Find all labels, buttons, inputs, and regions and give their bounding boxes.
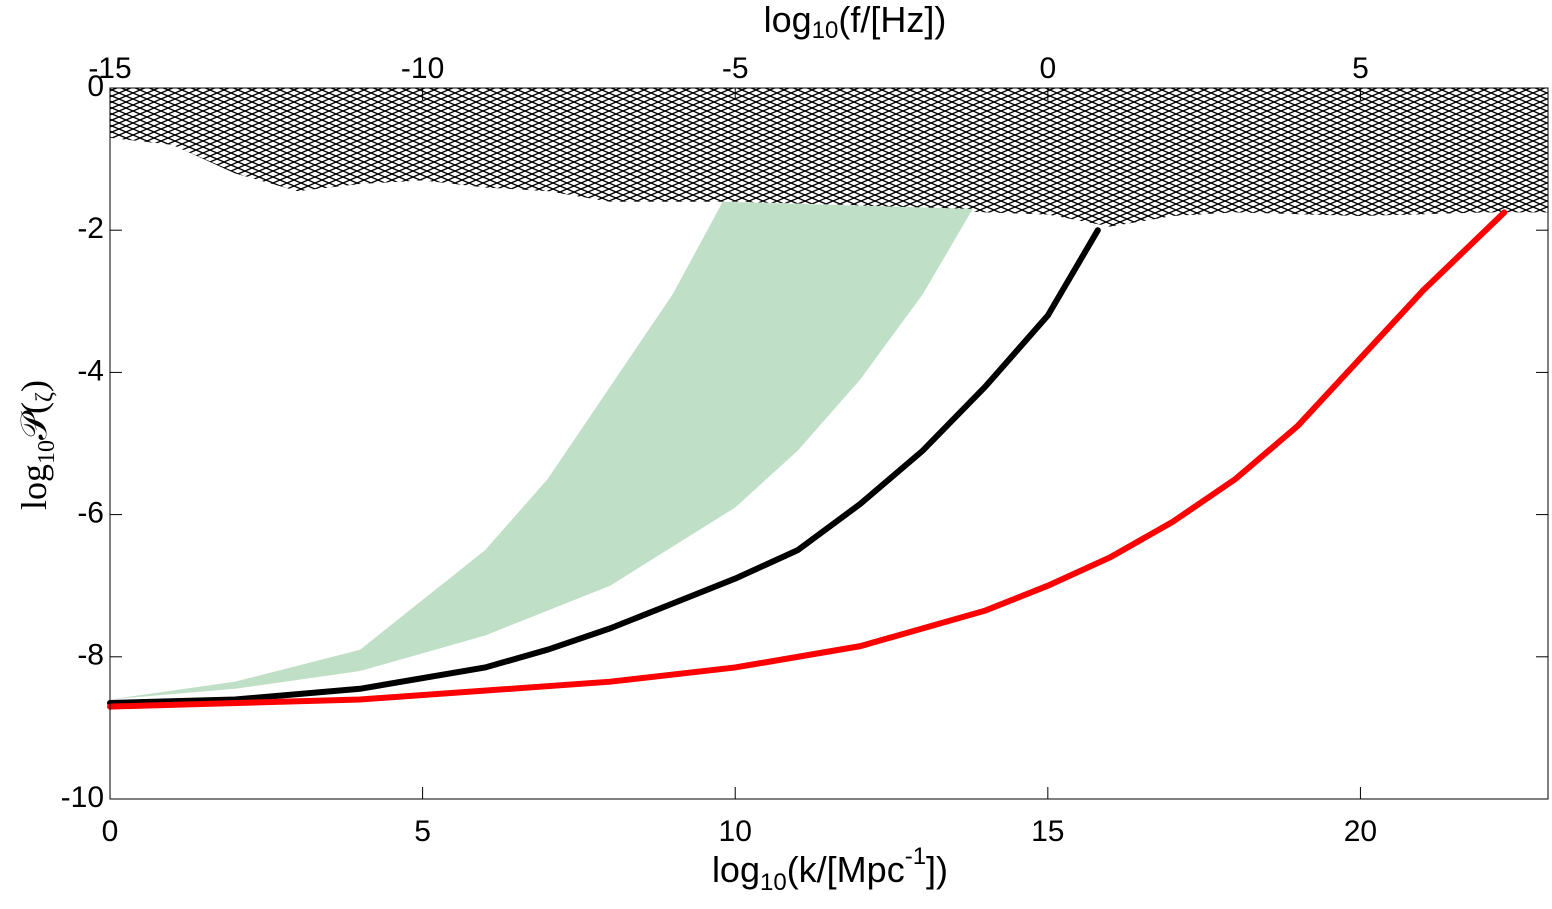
y-axis-label: log10𝒫(ζ)	[14, 380, 59, 510]
data-line	[107, 209, 1508, 710]
label-part: 𝒫(	[14, 402, 54, 440]
label-part: log	[764, 0, 812, 40]
x2-tick-label: -15	[88, 52, 131, 85]
x2-tick-label: -5	[722, 52, 749, 85]
label-part: ])	[926, 849, 948, 890]
y-tick-label: 0	[87, 70, 104, 103]
y-tick-label: -10	[61, 781, 104, 814]
x-tick-label: 0	[102, 815, 119, 848]
label-part: 10	[760, 869, 787, 896]
label-part: ζ	[32, 392, 58, 402]
label-part: )	[14, 380, 54, 392]
x2-tick-label: 5	[1352, 52, 1369, 85]
label-part: (f/[Hz])	[838, 0, 946, 40]
area	[110, 88, 1548, 227]
y-tick-label: -6	[77, 497, 104, 530]
x-tick-label: 10	[719, 815, 752, 848]
data-line	[107, 227, 1101, 707]
x2-axis-label: log10(f/[Hz])	[764, 0, 947, 44]
area	[110, 201, 973, 700]
y-tick-label: -2	[77, 212, 104, 245]
x2-tick-label: 0	[1039, 52, 1056, 85]
label-part: 10	[812, 17, 839, 44]
x-axis-label: log10(k/[Mpc-1])	[712, 843, 948, 896]
x-tick-label: 5	[414, 815, 431, 848]
x-tick-label: 15	[1031, 815, 1064, 848]
y-tick-label: -8	[77, 639, 104, 672]
label-part: 10	[34, 440, 60, 464]
x2-tick-label: -10	[401, 52, 444, 85]
label-part: -1	[905, 843, 926, 870]
x-tick-label: 20	[1344, 815, 1377, 848]
y-tick-label: -4	[77, 354, 104, 387]
plot-frame	[109, 87, 1549, 800]
label-part: log	[14, 464, 54, 510]
label-part: (k/[Mpc	[787, 849, 905, 890]
label-part: log	[712, 849, 760, 890]
